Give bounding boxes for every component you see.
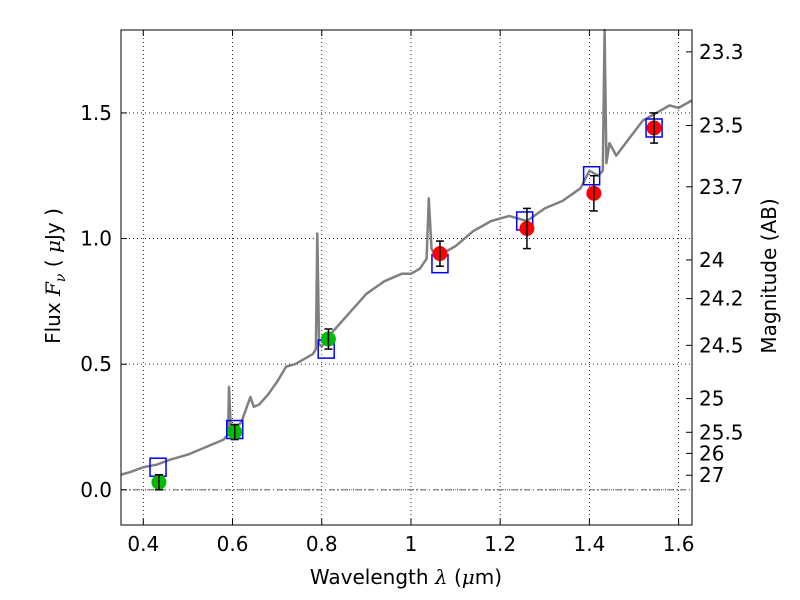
mag-tick-label: 24	[699, 248, 724, 272]
mag-tick-label: 27	[699, 463, 724, 487]
y-tick-label: 1.5	[80, 101, 112, 125]
x-tick-label: 0.4	[127, 532, 159, 556]
x-tick-label: 0.6	[217, 532, 249, 556]
x-tick-label: 1.4	[573, 532, 605, 556]
mag-tick-label: 23.7	[699, 175, 744, 199]
mag-tick-label: 25	[699, 387, 724, 411]
x-axis-title: Wavelength λ (μm)	[310, 565, 502, 589]
x-tick-label: 1	[405, 532, 418, 556]
y-axis-title: Flux Fν ( μJy )	[41, 208, 69, 344]
tick-labels: 0.4 0.6 0.8 1 1.2 1.4 1.6 0.0 0.5 1.0 1.5 23.3 23.5 2…	[80, 40, 743, 556]
y-tick-label: 0.5	[80, 352, 112, 376]
spectrum-line	[120, 28, 693, 476]
plot-frame	[120, 29, 693, 526]
y2-axis-title: Magnitude (AB)	[757, 198, 781, 353]
data-layer	[120, 28, 693, 491]
mag-tick-label: 23.5	[699, 113, 744, 137]
mag-tick-label: 24.5	[699, 333, 744, 357]
mag-tick-label: 26	[699, 441, 724, 465]
x-tick-label: 1.6	[663, 532, 695, 556]
grid-lines	[121, 30, 692, 525]
x-tick-label: 0.8	[306, 532, 338, 556]
model-photometry-square	[582, 165, 601, 186]
mag-tick-label: 25.5	[699, 420, 744, 444]
y-tick-label: 1.0	[80, 227, 112, 251]
y-tick-label: 0.0	[80, 478, 112, 502]
mag-tick-label: 23.3	[699, 40, 744, 64]
mag-tick-label: 24.2	[699, 287, 744, 311]
x-tick-label: 1.2	[484, 532, 516, 556]
tick-marks	[121, 30, 692, 525]
